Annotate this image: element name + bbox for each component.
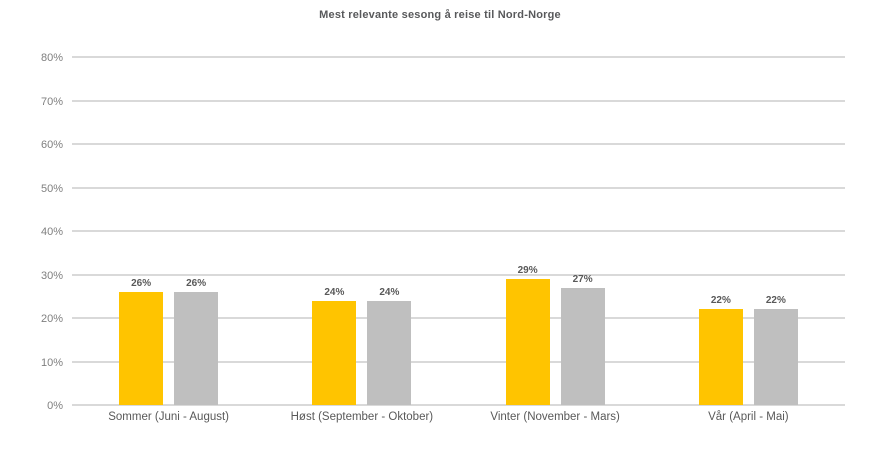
plot-area: 0% 10% 20% 30% 40% 50% 60% 70% 80% 26% 26% 24% 24% 2… xyxy=(41,52,845,412)
bar-wrap: 29% xyxy=(505,57,550,405)
bar-value-label: 24% xyxy=(324,286,345,298)
bar-wrap: 26% xyxy=(119,57,164,405)
y-tick-label: 60% xyxy=(40,139,63,151)
bar-wrap: 22% xyxy=(753,57,798,405)
gridline-80% xyxy=(72,56,845,58)
x-axis-category-label: Vinter (November - Mars) xyxy=(490,411,620,423)
gridline-60% xyxy=(72,143,845,145)
gray-series-bar xyxy=(560,287,605,405)
y-tick-label: 40% xyxy=(40,226,63,238)
bar-value-label: 29% xyxy=(517,264,538,276)
yellow-series-bar xyxy=(505,278,550,405)
bar-wrap: 26% xyxy=(174,57,219,405)
bar-group: 24% 24% xyxy=(265,57,458,405)
gray-series-bar xyxy=(367,300,412,405)
bar-groups: 26% 26% 24% 24% 29% 27% 22% 22% xyxy=(72,57,845,405)
yellow-series-bar xyxy=(312,300,357,405)
bar-value-label: 26% xyxy=(131,277,152,289)
y-tick-label: 30% xyxy=(40,269,63,282)
y-tick-label: 0% xyxy=(47,400,63,412)
yellow-series-bar xyxy=(119,291,164,405)
bar-wrap: 27% xyxy=(560,57,605,405)
bar-group: 22% 22% xyxy=(652,57,845,405)
x-axis-category-label: Sommer (Juni - August) xyxy=(108,411,230,423)
bar-value-label: 22% xyxy=(710,295,731,307)
gray-series-bar xyxy=(753,309,798,405)
gridline-50% xyxy=(72,186,845,189)
bar-value-label: 24% xyxy=(379,286,400,298)
y-tick-label: 50% xyxy=(40,182,63,195)
gridline-30% xyxy=(72,273,845,276)
gridline-20% xyxy=(72,317,845,319)
chart-title: Mest relevante sesong å reise til Nord-N… xyxy=(319,9,561,21)
y-tick-label: 70% xyxy=(40,95,63,108)
gray-series-bar xyxy=(174,291,219,405)
x-axis-labels: Sommer (Juni - August) Høst (September - … xyxy=(72,411,845,423)
yellow-series-bar xyxy=(698,309,743,405)
bar-group: 26% 26% xyxy=(72,57,265,405)
y-tick-label: 20% xyxy=(40,313,63,325)
bar-wrap: 22% xyxy=(698,57,743,405)
x-axis-category-label: Høst (September - Oktober) xyxy=(290,411,434,423)
bar-value-label: 26% xyxy=(186,277,207,289)
gridline-10% xyxy=(72,360,845,363)
bar-value-label: 27% xyxy=(572,273,593,285)
bar-wrap: 24% xyxy=(367,57,412,405)
gridline-70% xyxy=(72,99,845,102)
y-tick-label: 10% xyxy=(40,356,63,369)
gridline-0% xyxy=(72,404,845,406)
bar-value-label: 22% xyxy=(765,295,786,307)
y-tick-label: 80% xyxy=(40,52,63,64)
bar-group: 29% 27% xyxy=(459,57,652,405)
bar-wrap: 24% xyxy=(312,57,357,405)
x-axis-category-label: Vår (April - Mai) xyxy=(708,411,789,423)
gridline-40% xyxy=(72,230,845,232)
